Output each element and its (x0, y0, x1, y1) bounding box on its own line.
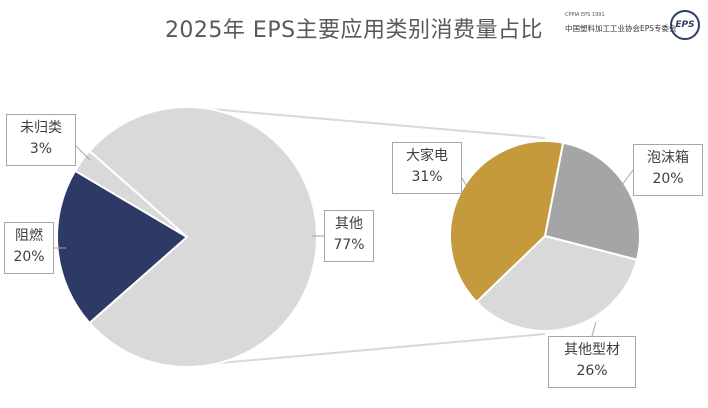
label-other-name: 其他 (335, 216, 363, 232)
label-unclassified-name: 未归类 (20, 120, 62, 136)
label-flame-retardant-name: 阻燃 (15, 228, 43, 244)
publisher-logo: CPPIA EPS 1991 中国塑料加工工业协会EPS专委会 EPS (565, 10, 705, 44)
logo-organization: 中国塑料加工工业协会EPS专委会 (565, 24, 677, 33)
label-large-appliance-value: 31% (411, 169, 443, 185)
main-pie-slice-1 (56, 169, 189, 325)
connector-line-top (186, 106, 546, 139)
breakdown-pie-slice-1 (475, 234, 639, 332)
label-leader-lines (54, 145, 634, 337)
main-pie-slice-2 (73, 149, 188, 238)
label-large-appliance: 大家电 31% (392, 142, 462, 194)
chart-title: 2025年 EPS主要应用类别消费量占比 (164, 18, 544, 43)
label-unclassified-value: 3% (29, 141, 53, 157)
label-foam-box-value: 20% (652, 171, 684, 187)
connector-line-bottom (186, 333, 546, 367)
leader-other-profiles (591, 321, 597, 337)
leader-large-appliance (461, 177, 467, 186)
breakdown-pie (449, 140, 641, 332)
label-foam-box-name: 泡沫箱 (647, 150, 689, 166)
main-pie-slice-0 (88, 106, 318, 368)
label-other-profiles-value: 26% (576, 363, 608, 379)
label-other-value: 77% (333, 237, 365, 253)
label-other-profiles-name: 其他型材 (564, 342, 620, 358)
logo-caption: CPPIA EPS 1991 (565, 12, 605, 18)
label-foam-box: 泡沫箱 20% (633, 144, 703, 196)
eps-badge-icon: EPS (670, 10, 700, 40)
leader-unclassified (75, 145, 91, 161)
label-large-appliance-name: 大家电 (406, 148, 448, 164)
breakdown-pie-slice-0 (543, 141, 641, 262)
label-other-profiles: 其他型材 26% (548, 336, 636, 388)
main-pie (56, 106, 318, 368)
label-other: 其他 77% (324, 210, 374, 262)
label-unclassified: 未归类 3% (6, 114, 76, 166)
leader-foam-box (621, 169, 634, 186)
label-flame-retardant-value: 20% (13, 249, 45, 265)
label-flame-retardant: 阻燃 20% (4, 222, 54, 274)
